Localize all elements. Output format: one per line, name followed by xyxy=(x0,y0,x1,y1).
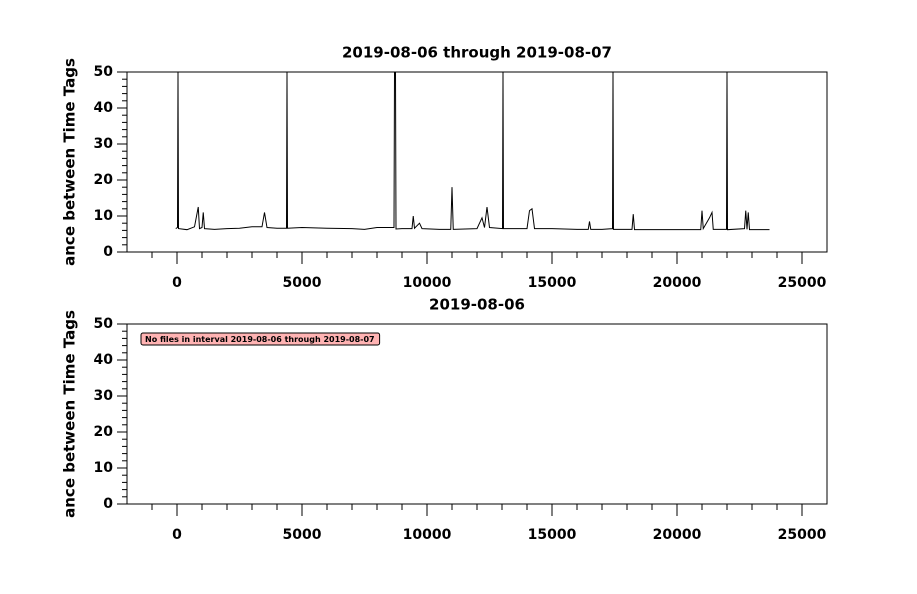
annotation: No files in interval 2019-08-06 through … xyxy=(145,335,375,344)
y-tick-label: 30 xyxy=(94,136,114,152)
y-tick-label: 40 xyxy=(94,352,114,368)
x-tick-label: 10000 xyxy=(403,527,452,543)
x-tick-label: 25000 xyxy=(778,275,827,291)
y-tick-label: 50 xyxy=(94,64,114,80)
chart-title: 2019-08-06 xyxy=(429,296,525,314)
x-tick-label: 0 xyxy=(172,527,182,543)
y-tick-label: 10 xyxy=(94,208,114,224)
x-tick-label: 15000 xyxy=(528,527,577,543)
y-tick-label: 30 xyxy=(94,388,114,404)
data-line xyxy=(175,71,770,231)
x-tick-label: 5000 xyxy=(283,275,322,291)
x-tick-label: 20000 xyxy=(653,527,702,543)
plot-frame xyxy=(126,323,828,505)
x-tick-label: 20000 xyxy=(653,275,702,291)
plot-frame xyxy=(126,71,828,253)
y-tick-label: 40 xyxy=(94,100,114,116)
y-tick-label: 50 xyxy=(94,316,114,332)
y-axis-label: ance between Time Tags xyxy=(61,310,79,518)
x-tick-label: 25000 xyxy=(778,527,827,543)
y-axis-label: ance between Time Tags xyxy=(61,58,79,266)
y-tick-label: 0 xyxy=(103,496,113,512)
y-tick-label: 10 xyxy=(94,460,114,476)
x-tick-label: 0 xyxy=(172,275,182,291)
x-tick-label: 5000 xyxy=(283,527,322,543)
annotation-box xyxy=(140,332,381,346)
y-tick-label: 20 xyxy=(94,424,114,440)
y-tick-label: 0 xyxy=(103,244,113,260)
chart-title: 2019-08-06 through 2019-08-07 xyxy=(342,44,612,62)
x-tick-label: 15000 xyxy=(528,275,577,291)
x-tick-label: 10000 xyxy=(403,275,452,291)
y-tick-label: 20 xyxy=(94,172,114,188)
